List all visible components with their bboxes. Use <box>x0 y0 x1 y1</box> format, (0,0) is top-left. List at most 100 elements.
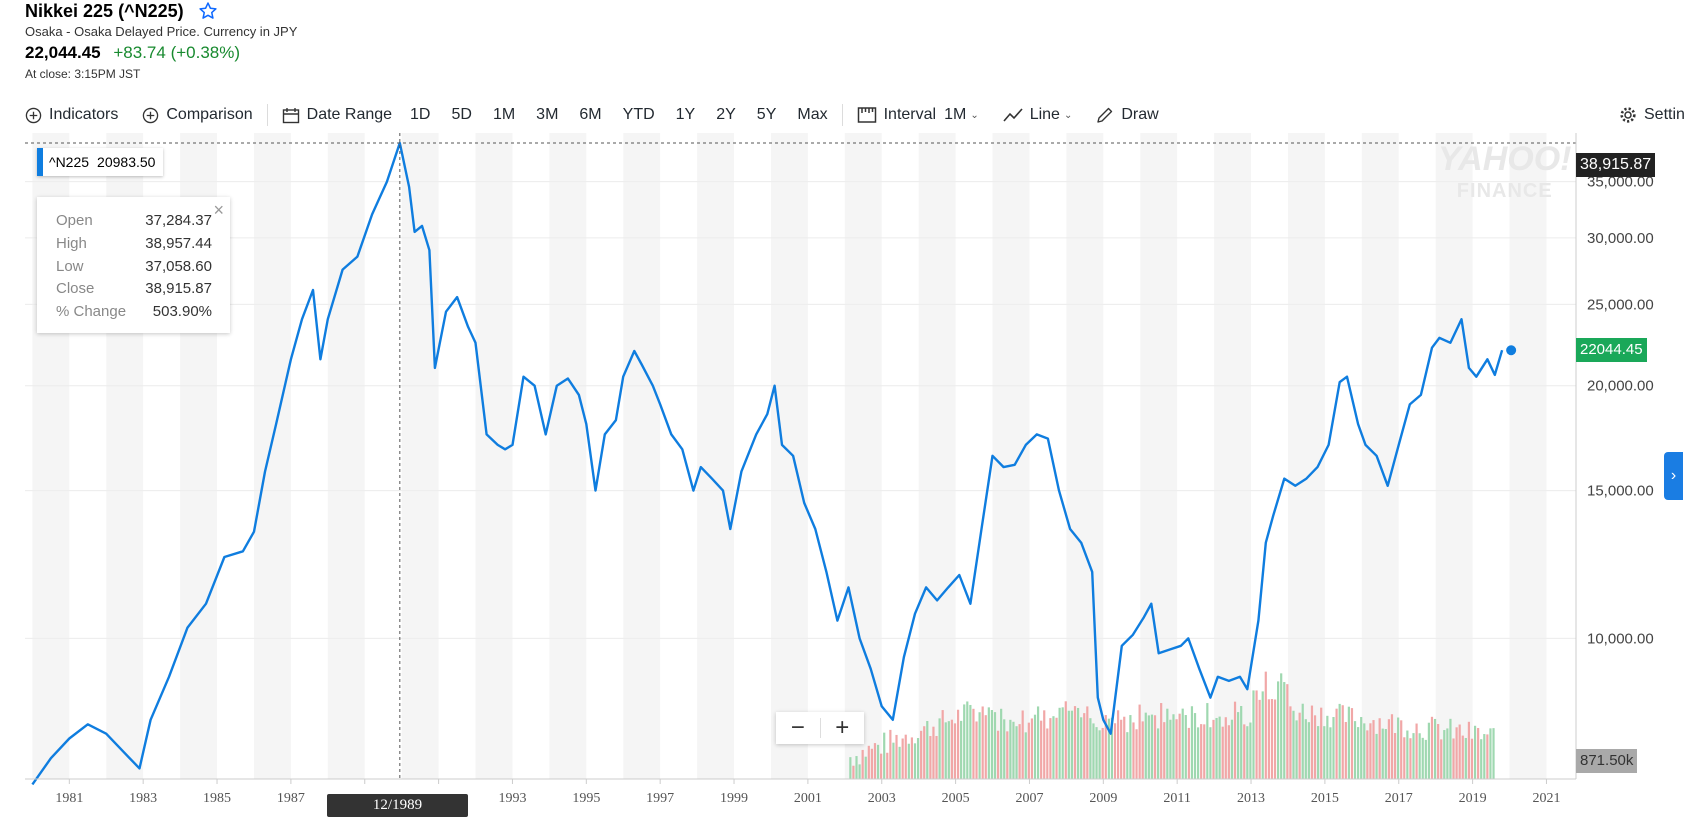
range-1y[interactable]: 1Y <box>675 106 696 123</box>
volume-bar <box>1270 699 1274 779</box>
page-title: Nikkei 225 (^N225) <box>25 0 184 21</box>
year-band <box>253 133 291 779</box>
indicators-button[interactable]: Indicators <box>25 106 118 124</box>
x-tick-label: 2003 <box>868 791 896 806</box>
range-max[interactable]: Max <box>797 106 828 123</box>
volume-bar <box>1313 715 1317 779</box>
volume-bar <box>1310 705 1314 779</box>
price-line <box>31 141 1504 786</box>
zoom-in-button[interactable]: + <box>835 714 850 741</box>
range-5y[interactable]: 5Y <box>756 106 777 123</box>
volume-bar <box>886 752 889 779</box>
volume-bar <box>1126 732 1129 779</box>
tooltip-value: 38,957.44 <box>145 235 212 252</box>
volume-bar <box>1467 721 1471 779</box>
interval-label: Interval <box>883 106 937 123</box>
calendar-icon <box>282 107 299 123</box>
volume-bar <box>1360 717 1363 779</box>
volume-bar <box>880 753 883 779</box>
range-5d[interactable]: 5D <box>451 106 472 123</box>
tooltip-value: 503.90% <box>152 303 212 320</box>
year-band <box>1361 133 1399 779</box>
volume-bar <box>1107 718 1110 779</box>
chevron-down-icon: ⌄ <box>1063 109 1073 121</box>
volume-bar <box>1015 726 1018 779</box>
toolbar-divider <box>266 104 268 126</box>
volume-bar <box>1437 724 1440 779</box>
volume-bar <box>1452 738 1455 779</box>
series-label[interactable]: ^N225 20983.50 <box>37 148 164 176</box>
volume-bar <box>978 712 981 779</box>
volume-bar <box>1280 673 1283 779</box>
year-band <box>1214 133 1252 779</box>
volume-bar <box>1049 718 1052 779</box>
range-6m[interactable]: 6M <box>579 106 602 123</box>
volume-bar <box>1153 715 1157 779</box>
range-3m[interactable]: 3M <box>536 106 559 123</box>
last-price-flag: 22044.45 <box>1576 338 1647 362</box>
settings-button[interactable]: Settin <box>1619 106 1685 124</box>
year-band <box>327 133 365 779</box>
interval-dropdown[interactable]: Interval 1M ⌄ <box>857 106 979 124</box>
volume-bar <box>1113 723 1117 779</box>
range-ytd[interactable]: YTD <box>622 106 655 123</box>
close-icon[interactable]: × <box>213 200 224 220</box>
volume-bar <box>1098 730 1101 779</box>
volume-bar <box>1095 727 1098 779</box>
volume-bar <box>1209 727 1212 779</box>
draw-button[interactable]: Draw <box>1096 106 1159 124</box>
volume-bar <box>913 743 917 779</box>
volume-bar <box>1387 719 1390 779</box>
range-1m[interactable]: 1M <box>492 106 516 123</box>
volume-bar <box>895 734 898 779</box>
last-price-dot <box>1506 345 1517 356</box>
volume-bar <box>1092 723 1095 779</box>
volume-bar <box>1175 719 1178 779</box>
range-2y[interactable]: 2Y <box>716 106 736 123</box>
volume-bar <box>1455 727 1458 779</box>
date-range-label: Date Range <box>306 106 393 123</box>
x-axis-ticks: 1981 1983 1985 1987 1993 1995 1997 1999 2001 2003… <box>55 779 1560 806</box>
chart-type-dropdown[interactable]: Line ⌄ <box>1003 106 1073 124</box>
y-axis-ticks: 10,000.00 15,000.00 20,000.00 25,000.00 30,0… <box>1587 174 1654 648</box>
volume-bar <box>1440 739 1443 779</box>
volume-bar <box>920 730 923 779</box>
volume-bar <box>876 744 880 779</box>
volume-bar <box>1292 710 1295 779</box>
exchange-subtitle: Osaka - Osaka Delayed Price. Currency in… <box>25 24 298 39</box>
volume-bar <box>1289 706 1292 779</box>
volume-bar <box>1230 719 1234 779</box>
volume-bar <box>1393 733 1397 779</box>
volume-bar <box>990 710 994 779</box>
star-icon[interactable] <box>198 1 218 21</box>
close-time: At close: 3:15PM JST <box>25 67 141 81</box>
volume-bar <box>1449 718 1452 779</box>
zoom-out-button[interactable]: − <box>790 714 805 741</box>
volume-bar <box>1132 722 1135 779</box>
volume-bar <box>1443 730 1446 779</box>
range-1d[interactable]: 1D <box>410 106 431 123</box>
volume-histogram <box>849 671 1495 779</box>
volume-bar <box>1012 721 1015 779</box>
volume-bar <box>858 764 861 779</box>
volume-bar <box>941 710 944 779</box>
tooltip-label: Low <box>56 258 84 275</box>
volume-bar <box>960 720 963 779</box>
volume-bar <box>1381 728 1384 779</box>
date-range-button[interactable]: Date Range <box>282 106 392 124</box>
volume-bar <box>1430 716 1434 779</box>
volume-bar <box>1473 725 1477 779</box>
comparison-button[interactable]: Comparison <box>142 106 253 124</box>
volume-bar <box>883 732 886 779</box>
line-chart-icon <box>1003 108 1023 122</box>
volume-bar <box>953 723 957 779</box>
volume-bar <box>993 712 997 779</box>
year-band <box>697 133 735 779</box>
expand-panel-button[interactable]: › <box>1664 452 1683 500</box>
volume-bar <box>1043 710 1046 779</box>
volume-bar <box>870 748 873 779</box>
volume-bar <box>1366 730 1369 779</box>
volume-bar <box>1375 733 1378 779</box>
volume-bar <box>1409 738 1412 779</box>
